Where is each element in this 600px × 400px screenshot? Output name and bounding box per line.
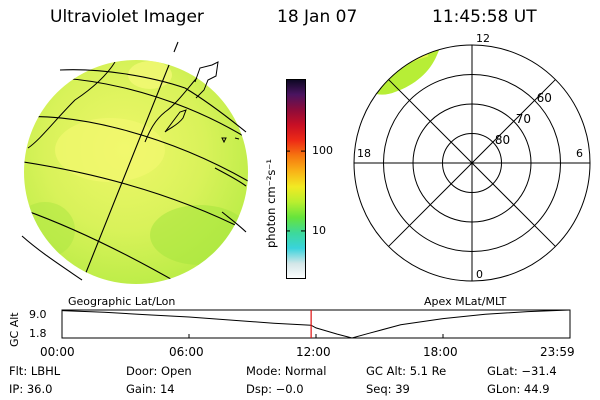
info-ip: IP: 36.0 (9, 382, 53, 396)
colorbar-tick-label: 100 (312, 144, 333, 158)
info-mode: Mode: Normal (246, 364, 327, 378)
coastline-path (144, 69, 206, 143)
observation-time: 11:45:58 UT (432, 7, 537, 27)
mlt-label: 18 (357, 147, 371, 160)
coastline-outside (194, 61, 219, 99)
latitude-line-ext (184, 87, 247, 133)
latitude-line (24, 159, 248, 236)
alt-tick-label: 12:00 (296, 345, 331, 359)
alt-ymin-label: 1.8 (29, 327, 47, 340)
alt-tick-label: 18:00 (423, 345, 458, 359)
bright-patch (128, 61, 172, 89)
mlt-diagonal (388, 183, 452, 247)
mlt-diagonal (388, 79, 452, 143)
latitude-line-ext (21, 235, 83, 281)
alt-tick-label: 23:59 (540, 345, 575, 359)
info-glon: GLon: 44.9 (487, 382, 550, 396)
mlat-label: 70 (515, 112, 531, 127)
colorbar-gradient (286, 79, 306, 279)
mlat-label: 80 (494, 133, 511, 148)
colorbar-tick-label: 10 (312, 223, 326, 237)
coastline (27, 61, 206, 149)
aurora-region (372, 48, 440, 95)
instrument-title: Ultraviolet Imager (50, 7, 204, 27)
colorbar-fill (286, 79, 306, 279)
mlt-diagonal (450, 141, 494, 185)
info-glat: GLat: −31.4 (487, 364, 557, 378)
info-gc-alt: GC Alt: 5.1 Re (366, 364, 447, 378)
coastline-path (27, 61, 116, 149)
info-gain: Gain: 14 (126, 382, 175, 396)
latitude-line (24, 204, 191, 284)
alt-tick-label: 06:00 (169, 345, 204, 359)
colorbar-frame (286, 79, 306, 279)
polar-caption: Apex MLat/MLT (424, 295, 507, 308)
coastline-path (164, 109, 187, 133)
mlt-label: 12 (476, 32, 490, 45)
mlt-label: 0 (476, 268, 483, 281)
alt-tick-label: 00:00 (40, 345, 75, 359)
island-mark (234, 137, 240, 140)
mlt-diagonal (492, 79, 556, 143)
latitude-line-ext (214, 167, 247, 187)
longitude-line (74, 60, 176, 284)
alt-ymax-label: 9.0 (29, 308, 47, 321)
latitude-line-ext (221, 211, 247, 233)
info-filter: Flt: LBHL (9, 364, 61, 378)
mlat-label: 60 (536, 91, 552, 106)
latitude-line-ext (59, 69, 186, 89)
info-dsp: Dsp: −0.0 (246, 382, 304, 396)
mlt-diagonal (492, 183, 556, 247)
info-seq: Seq: 39 (366, 382, 410, 396)
info-door: Door: Open (126, 364, 192, 378)
mlt-label: 6 (576, 147, 583, 160)
observation-date: 18 Jan 07 (277, 7, 358, 27)
alt-curve (61, 309, 570, 339)
island-mark (221, 137, 227, 144)
colorbar (286, 79, 306, 279)
geo-caption: Geographic Lat/Lon (68, 295, 176, 308)
longitude-line-ext (173, 41, 179, 53)
